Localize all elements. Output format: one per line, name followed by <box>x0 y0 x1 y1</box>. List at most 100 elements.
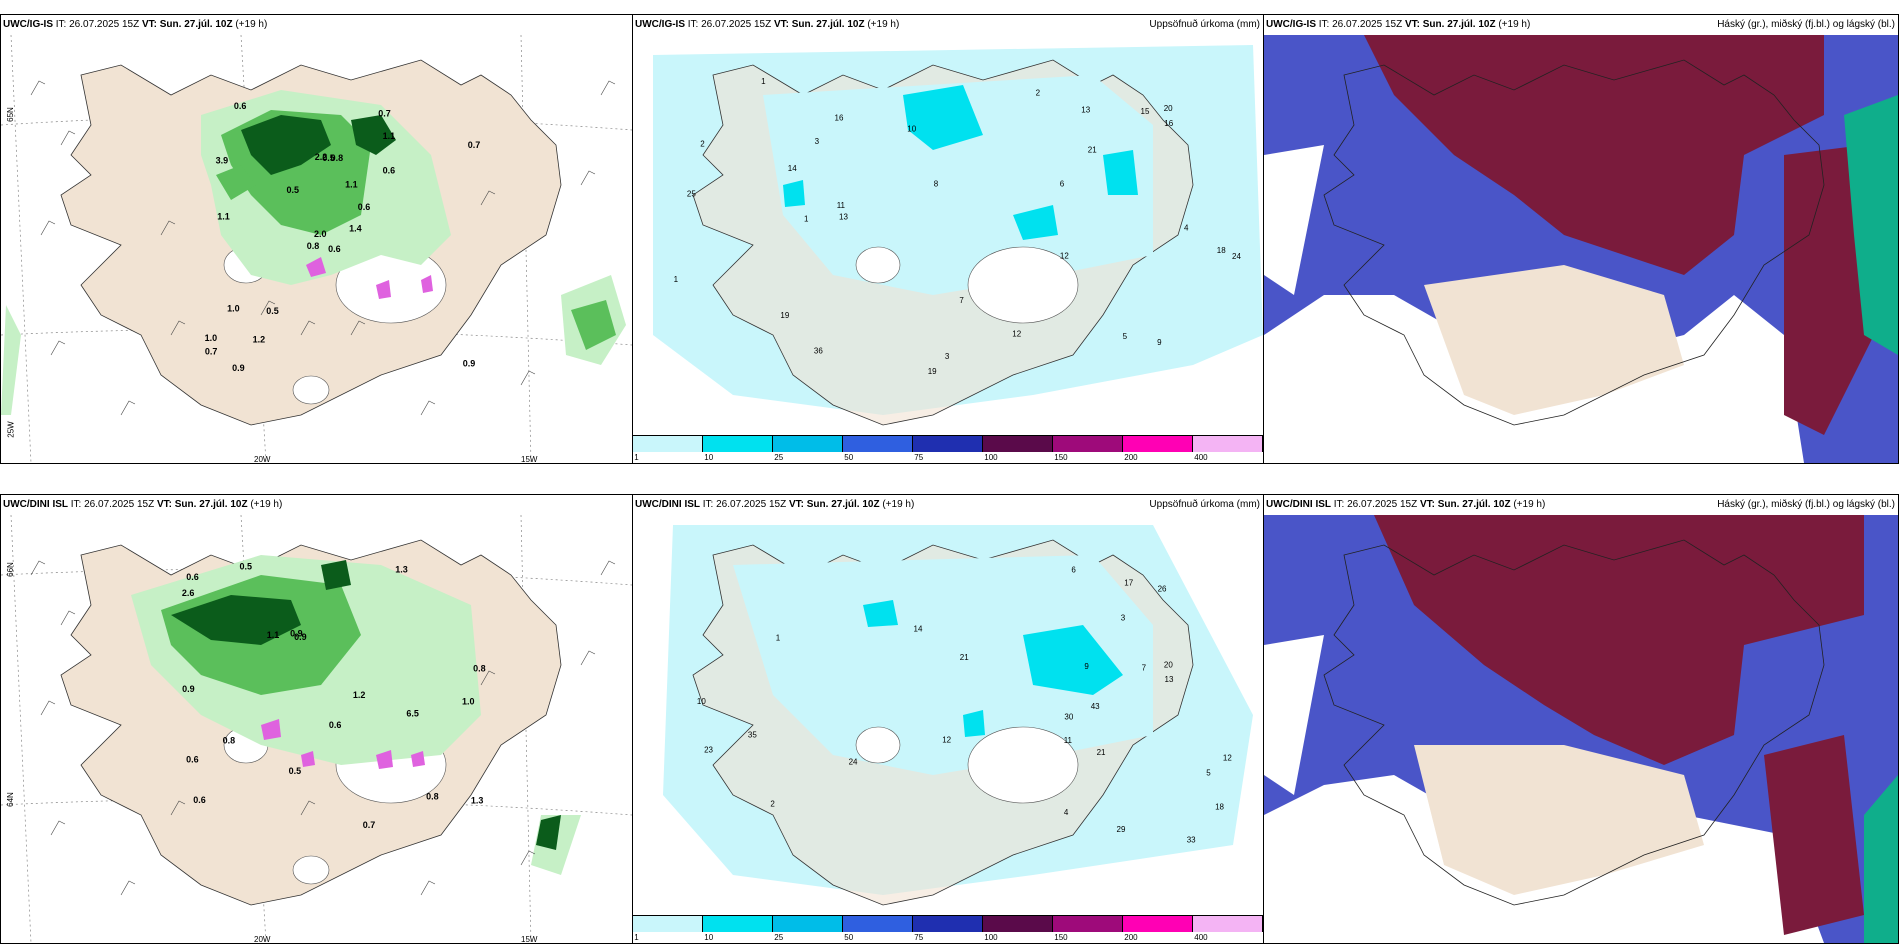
value-label: 20 <box>1164 660 1173 669</box>
model-name: UWC/IG-IS <box>1266 19 1316 30</box>
value-label: 0.5 <box>266 306 279 316</box>
it-label: IT: <box>687 19 699 30</box>
colorbar-tick: 50 <box>844 453 854 462</box>
value-label: 21 <box>1088 146 1097 155</box>
precip-map: 6.5 1.0 0.6 0.5 0.9 0.8 0.6 1.3 1.1 0.7 2.6 0.9 0.6 1… <box>1 515 632 943</box>
value-label: 15 <box>1141 107 1150 116</box>
vt-value: Sun. 27.júl. 10Z <box>806 499 880 510</box>
value-label: 23 <box>704 746 713 755</box>
colorbar-swatch <box>773 916 843 932</box>
value-label: 0.9 <box>294 632 307 642</box>
value-label: 1 <box>804 215 809 224</box>
colorbar-swatch <box>983 436 1053 452</box>
colorbar-tick: 1 <box>634 933 639 942</box>
value-label: 5 <box>1206 768 1211 777</box>
model-name: UWC/DINI ISL <box>1266 499 1331 510</box>
colorbar-tick: 25 <box>774 453 784 462</box>
value-label: 2 <box>1036 89 1041 98</box>
colorbar-swatch <box>1193 916 1263 932</box>
colorbar-tick: 25 <box>774 933 784 942</box>
vt-label: VT: <box>1419 499 1435 510</box>
accum-colorbar: 1 10 25 50 75 100 150 200 400 <box>633 915 1263 943</box>
colorbar-tick: 75 <box>914 453 924 462</box>
value-label: 0.6 <box>193 795 206 805</box>
value-label: 6 <box>1071 565 1076 574</box>
colorbar-tick: 150 <box>1054 453 1068 462</box>
value-label: 26 <box>1158 584 1167 593</box>
value-label: 0.6 <box>234 101 247 111</box>
panel-accum-top: UWC/IG-IS IT: 26.07.2025 15Z VT: Sun. 27… <box>632 14 1264 464</box>
panel-header: UWC/IG-IS IT: 26.07.2025 15Z VT: Sun. 27… <box>1266 19 1530 30</box>
value-label: 0.6 <box>186 572 199 582</box>
vt-value: Sun. 27.júl. 10Z <box>174 499 248 510</box>
vt-label: VT: <box>788 499 804 510</box>
value-label: 2 <box>700 140 705 149</box>
colorbar-tick: 10 <box>704 933 714 942</box>
vt-value: Sun. 27.júl. 10Z <box>1437 499 1511 510</box>
value-label: 1.0 <box>227 303 240 313</box>
value-label: 0.8 <box>307 241 320 251</box>
colorbar-swatch <box>1123 916 1193 932</box>
value-label: 1.1 <box>217 211 230 221</box>
value-label: 21 <box>960 653 969 662</box>
lead-time: (+19 h) <box>1498 19 1531 30</box>
value-label: 1 <box>776 633 781 642</box>
accum-title: Uppsöfnuð úrkoma (mm) <box>1149 19 1260 30</box>
value-label: 0.7 <box>378 108 391 118</box>
precip-map: 0.6 3.9 2.0 1.0 0.6 0.5 0.7 0.8 1.1 1.4 0.6 0.9 1.1 0… <box>1 35 632 463</box>
value-label: 0.9 <box>232 363 245 373</box>
value-label: 0.8 <box>223 736 236 746</box>
it-label: IT: <box>55 19 67 30</box>
value-label: 4 <box>1184 223 1189 232</box>
it-label: IT: <box>1318 19 1330 30</box>
colorbar-tick: 100 <box>984 453 998 462</box>
vt-label: VT: <box>141 19 157 30</box>
value-label: 0.8 <box>473 664 486 674</box>
colorbar-tick: 200 <box>1124 933 1138 942</box>
value-label: 0.7 <box>205 346 218 356</box>
panel-cloud-bottom: UWC/DINI ISL IT: 26.07.2025 15Z VT: Sun.… <box>1263 494 1899 944</box>
colorbar-swatch <box>633 916 703 932</box>
colorbar-tick: 10 <box>704 453 714 462</box>
value-label: 5 <box>1123 332 1128 341</box>
value-label: 0.8 <box>331 153 344 163</box>
value-label: 0.5 <box>289 766 302 776</box>
panel-accum-bottom: UWC/DINI ISL IT: 26.07.2025 15Z VT: Sun.… <box>632 494 1264 944</box>
it-value: 26.07.2025 15Z <box>716 499 787 510</box>
value-label: 0.6 <box>328 244 341 254</box>
value-label: 0.6 <box>358 202 371 212</box>
value-label: 1.2 <box>353 690 366 700</box>
value-label: 36 <box>814 347 823 356</box>
value-label: 14 <box>788 164 797 173</box>
value-label: 6.5 <box>406 708 419 718</box>
colorbar-swatch <box>843 436 913 452</box>
colorbar-swatch <box>633 436 703 452</box>
panel-precip-top: UWC/IG-IS IT: 26.07.2025 15Z VT: Sun. 27… <box>0 14 633 464</box>
panel-header: UWC/DINI ISL IT: 26.07.2025 15Z VT: Sun.… <box>3 499 282 510</box>
colorbar-swatch <box>913 916 983 932</box>
lat-label-65n: 65N <box>5 107 15 122</box>
value-label: 13 <box>839 213 848 222</box>
value-label: 1.3 <box>395 564 408 574</box>
value-label: 7 <box>1142 663 1147 672</box>
value-label: 0.6 <box>186 754 199 764</box>
colorbar-swatch <box>1053 436 1123 452</box>
value-label: 2 <box>770 800 775 809</box>
value-label: 0.5 <box>322 153 335 163</box>
colorbar-swatch <box>983 916 1053 932</box>
value-label: 1.1 <box>383 131 396 141</box>
cloud-title: Háský (gr.), miðský (fj.bl.) og lágský (… <box>1717 499 1895 510</box>
model-name: UWC/IG-IS <box>3 19 53 30</box>
value-label: 2.2 <box>315 152 328 162</box>
value-label: 0.7 <box>468 140 481 150</box>
lead-time: (+19 h) <box>235 19 268 30</box>
value-label: 3 <box>1121 614 1126 623</box>
colorbar-swatch <box>703 916 773 932</box>
value-label: 1.4 <box>349 223 362 233</box>
value-label: 0.9 <box>463 359 476 369</box>
it-label: IT: <box>702 499 714 510</box>
value-label: 0.6 <box>329 720 342 730</box>
value-label: 11 <box>837 201 846 210</box>
value-label: 4 <box>1064 808 1069 817</box>
